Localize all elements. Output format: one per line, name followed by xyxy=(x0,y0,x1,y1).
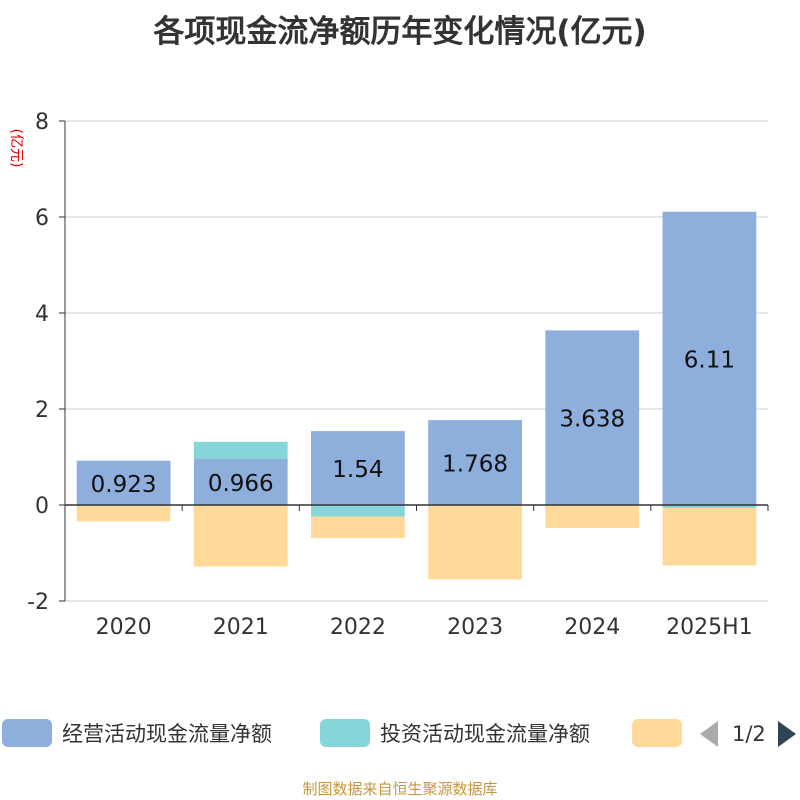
bar-financing-2023 xyxy=(428,505,522,580)
bar-financing-2020 xyxy=(76,505,171,522)
x-tick-label: 2025H1 xyxy=(666,615,753,640)
legend-item-operating[interactable]: 经营活动现金流量净额 xyxy=(2,718,272,748)
bar-financing-2024 xyxy=(545,505,640,529)
y-tick-label: -2 xyxy=(27,590,49,615)
source-note: 制图数据来自恒生聚源数据库 xyxy=(302,780,498,798)
legend-swatch-investing xyxy=(320,719,370,747)
legend-swatch-financing xyxy=(632,719,682,747)
legend-label-operating: 经营活动现金流量净额 xyxy=(62,722,272,746)
data-label: 0.966 xyxy=(208,471,274,497)
x-tick-label: 2024 xyxy=(564,615,620,640)
bar-financing-2025H1 xyxy=(662,507,757,566)
x-tick-label: 2022 xyxy=(330,615,386,640)
x-tick-label: 2021 xyxy=(213,615,269,640)
bar-operating-2025H1 xyxy=(662,211,757,505)
x-tick-label: 2020 xyxy=(96,615,152,640)
legend-label-investing: 投资活动现金流量净额 xyxy=(380,722,590,746)
bar-operating-2020 xyxy=(76,460,171,505)
x-tick-label: 2023 xyxy=(447,615,503,640)
data-label: 1.54 xyxy=(332,457,383,483)
data-label: 6.11 xyxy=(684,347,735,373)
legend-swatch-operating xyxy=(2,719,52,747)
bar-financing-2021 xyxy=(193,505,288,567)
legend-item-financing[interactable] xyxy=(632,718,692,748)
y-tick-label: 2 xyxy=(35,398,49,423)
bar-investing-2025H1 xyxy=(662,505,757,508)
pager-next-icon[interactable] xyxy=(777,721,796,747)
y-tick-label: 0 xyxy=(35,494,49,519)
data-label: 3.638 xyxy=(559,407,625,433)
bar-operating-2022 xyxy=(311,431,405,505)
y-axis-label: (亿元) xyxy=(8,129,24,168)
bar-investing-2022 xyxy=(311,505,405,517)
bar-investing-2021 xyxy=(193,441,288,459)
y-tick-label: 4 xyxy=(35,302,49,327)
legend: 经营活动现金流量净额 投资活动现金流量净额 1/2 xyxy=(0,712,800,758)
bar-operating-2023 xyxy=(428,420,522,505)
data-label: 1.768 xyxy=(442,452,508,478)
legend-pager: 1/2 xyxy=(700,720,796,748)
bar-financing-2022 xyxy=(311,516,405,539)
y-tick-label: 6 xyxy=(35,206,49,231)
pager-text: 1/2 xyxy=(732,722,766,746)
bar-operating-2021 xyxy=(193,458,288,505)
stacked-bar-chart: -2 0 2 4 6 8 (亿元) 0.923 2020 0.966 2021 1.54 2022 1.7… xyxy=(8,110,769,640)
data-label: 0.923 xyxy=(91,472,157,498)
bar-operating-2024 xyxy=(545,330,640,505)
chart-title: 各项现金流净额历年变化情况(亿元) xyxy=(153,14,647,50)
y-tick-label: 8 xyxy=(35,110,49,135)
pager-prev-icon[interactable] xyxy=(700,721,718,747)
legend-item-investing[interactable]: 投资活动现金流量净额 xyxy=(320,718,590,748)
